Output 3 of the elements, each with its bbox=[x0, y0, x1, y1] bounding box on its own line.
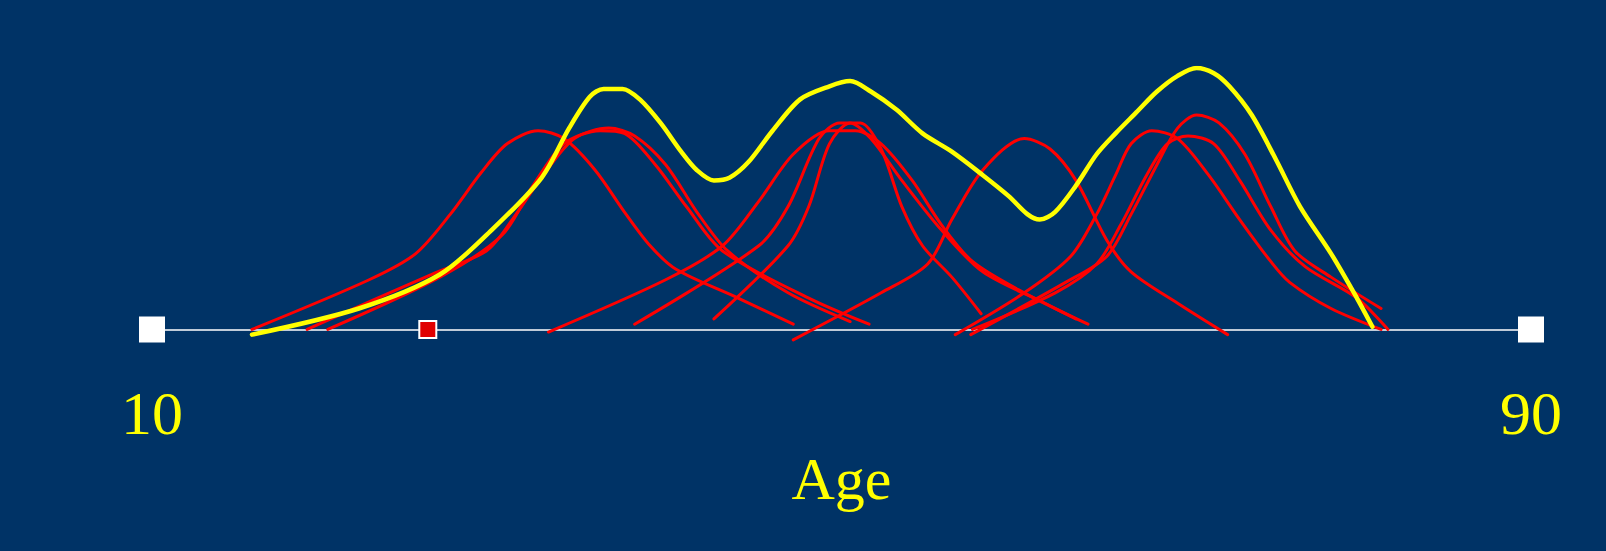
x-tick-label: 90 bbox=[1500, 379, 1562, 447]
x-axis-title: Age bbox=[791, 445, 892, 512]
x-tick-label: 10 bbox=[121, 379, 183, 447]
